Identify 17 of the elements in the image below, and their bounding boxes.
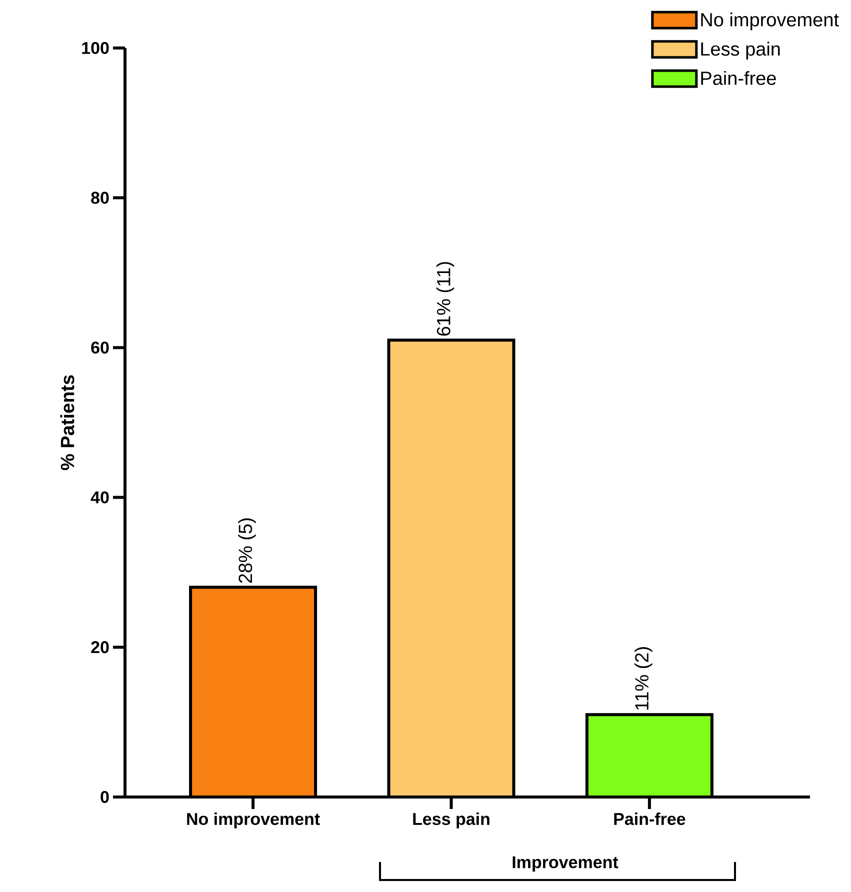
data-label: 61% (11) [436,262,454,336]
y-tick-label: 20 [91,641,109,654]
y-tick-label: 40 [90,491,109,504]
x-tick-label: Pain-free [614,812,686,826]
legend-label: Less pain [701,42,780,60]
legend-label: No improvement [701,12,839,30]
y-tick-label: 80 [91,192,109,204]
y-tick-label: 0 [100,790,109,804]
text: Improvement [512,856,618,872]
y-tick-label: 100 [82,42,109,54]
y-tick-label: 60 [91,342,109,354]
legend-label: Pain-free [701,71,776,85]
x-tick-label: No improvement [187,812,320,828]
data-label: 11% (2) [634,647,652,710]
data-label: 28% (5) [238,518,256,583]
x-tick-label: Less pain [413,812,490,828]
y-axis-title: % Patients [60,375,74,470]
